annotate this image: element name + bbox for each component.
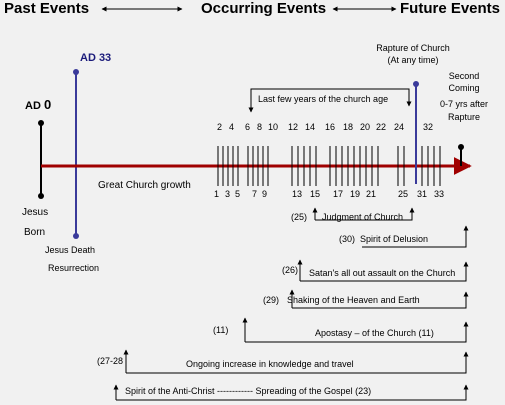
tick-label-bottom: 25 — [398, 189, 409, 199]
rapture-label-line1: Rapture of Church — [376, 43, 450, 53]
tick-label-bottom: 13 — [292, 189, 303, 199]
jesus-label: Jesus — [22, 207, 49, 218]
event-shaking-heaven-earth: Shaking of the Heaven and Earth — [287, 295, 420, 305]
tick-label-bottom: 7 — [252, 189, 258, 199]
ad0-prefix: AD — [25, 100, 41, 112]
jesus-death-label: Jesus Death — [45, 245, 96, 255]
event-judgment-of-church: Judgment of Church — [322, 212, 404, 222]
ad33-bottom-dot — [73, 233, 79, 239]
second-coming-dot — [458, 144, 464, 150]
event-knowledge-travel: Ongoing increase in knowledge and travel — [186, 359, 354, 369]
tick-label-bottom: 21 — [366, 189, 377, 199]
second-coming-line2: Coming — [448, 83, 480, 93]
tick-label-top: 22 — [376, 122, 387, 132]
rapture-label-line2: (At any time) — [387, 55, 439, 65]
event-satans-assault: Satan's all out assault on the Church — [309, 268, 456, 278]
tick-label-top: 2 — [217, 122, 223, 132]
second-coming-line4: Rapture — [447, 112, 481, 122]
tick-label-top: 8 — [257, 122, 263, 132]
last-years-label: Last few years of the church age — [258, 94, 389, 104]
ad0-top-dot — [38, 120, 44, 126]
second-coming-line1: Second — [448, 71, 480, 81]
tick-label-bottom: 5 — [235, 189, 241, 199]
rapture-dot — [413, 81, 419, 87]
header-future-events: Future Events — [400, 0, 501, 17]
event-ref-26: (26) — [282, 265, 299, 275]
event-ref-11: (11) — [213, 325, 229, 335]
born-label: Born — [24, 227, 46, 238]
event-ref-29: (29) — [263, 295, 280, 305]
tick-label-top: 24 — [394, 122, 405, 132]
event-antichrist-gospel: Spirit of the Anti-Christ ------------ S… — [125, 386, 372, 396]
tick-label-bottom: 3 — [225, 189, 231, 199]
tick-label-top: 12 — [288, 122, 299, 132]
tick-label-bottom: 1 — [214, 189, 220, 199]
header-past-events: Past Events — [4, 0, 90, 17]
tick-label-top: 14 — [305, 122, 316, 132]
tick-label-bottom: 17 — [333, 189, 344, 199]
great-church-growth-label: Great Church growth — [98, 180, 191, 191]
ad0-label: AD 0 — [25, 97, 51, 112]
ad33-label: AD 33 — [80, 52, 112, 64]
resurrection-label: Resurrection — [48, 263, 100, 273]
event-apostasy: Apostasy – of the Church (11) — [315, 328, 434, 338]
event-ref-30: (30) — [339, 234, 356, 244]
tick-label-bottom: 33 — [434, 189, 445, 199]
tick-label-bottom: 9 — [262, 189, 268, 199]
tick-label-top: 20 — [360, 122, 371, 132]
tick-label-top: 16 — [325, 122, 336, 132]
tick-label-top: 32 — [423, 122, 434, 132]
tick-label-top: 10 — [268, 122, 279, 132]
event-ref-25: (25) — [291, 212, 308, 222]
tick-marks — [217, 146, 441, 186]
tick-label-top: 6 — [245, 122, 251, 132]
tick-label-top: 18 — [343, 122, 354, 132]
tick-label-top: 4 — [229, 122, 235, 132]
tick-label-bottom: 31 — [417, 189, 428, 199]
second-coming-line3: 0-7 yrs after — [439, 99, 488, 109]
event-ref-27-28: (27-28 — [97, 356, 124, 366]
header-occurring-events: Occurring Events — [201, 0, 327, 17]
tick-label-bottom: 15 — [310, 189, 321, 199]
last-years-bracket — [248, 88, 412, 113]
event-spirit-of-delusion: Spirit of Delusion — [360, 234, 429, 244]
ad33-top-dot — [73, 69, 79, 75]
event-brackets — [113, 207, 469, 401]
ad0-number: 0 — [43, 97, 52, 112]
tick-label-bottom: 19 — [350, 189, 361, 199]
ad0-bottom-dot — [38, 193, 44, 199]
